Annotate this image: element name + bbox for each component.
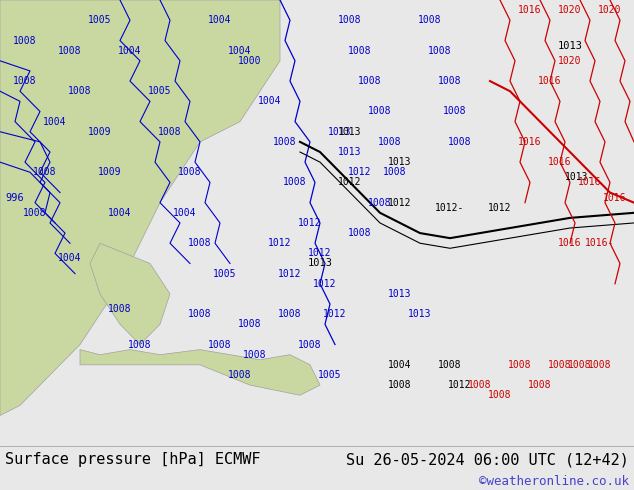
Text: ©weatheronline.co.uk: ©weatheronline.co.uk [479, 475, 629, 489]
Text: 1009: 1009 [98, 167, 122, 177]
Text: 1005: 1005 [318, 370, 342, 380]
Text: 1012: 1012 [313, 279, 337, 289]
Text: 1008: 1008 [273, 137, 297, 147]
Text: 1004: 1004 [388, 360, 411, 370]
Text: 1004: 1004 [228, 46, 252, 56]
Text: 1008: 1008 [378, 137, 402, 147]
Text: 1008: 1008 [448, 137, 472, 147]
Text: 1016-: 1016- [585, 238, 615, 248]
Text: 1012: 1012 [448, 380, 472, 390]
Text: 1012: 1012 [388, 197, 411, 208]
Text: 1012: 1012 [268, 238, 292, 248]
Text: 1008: 1008 [278, 309, 302, 319]
Text: 1012: 1012 [348, 167, 372, 177]
Text: 1008: 1008 [283, 177, 307, 187]
Text: 1008: 1008 [568, 360, 592, 370]
Text: 1008: 1008 [13, 76, 37, 86]
Text: 1008: 1008 [488, 390, 512, 400]
Text: 1013: 1013 [388, 157, 411, 167]
Text: Su 26-05-2024 06:00 UTC (12+42): Su 26-05-2024 06:00 UTC (12+42) [346, 452, 629, 467]
Text: 1008: 1008 [128, 340, 152, 349]
Text: 1020: 1020 [559, 5, 582, 15]
Text: 1004: 1004 [43, 117, 67, 126]
Text: 1008: 1008 [528, 380, 552, 390]
Text: 1016: 1016 [578, 177, 602, 187]
Text: 1009: 1009 [88, 127, 112, 137]
Text: 1013: 1013 [339, 147, 362, 157]
Text: 1008: 1008 [158, 127, 182, 137]
Text: 1013: 1013 [328, 127, 352, 137]
Text: 1016: 1016 [603, 193, 627, 202]
Text: 1013: 1013 [408, 309, 432, 319]
Text: 1008: 1008 [368, 106, 392, 117]
Text: 1008: 1008 [469, 380, 492, 390]
Text: 1013: 1013 [388, 289, 411, 299]
Text: 1016: 1016 [518, 5, 541, 15]
Text: 1008: 1008 [588, 360, 612, 370]
Text: 1008: 1008 [243, 350, 267, 360]
Text: 1008: 1008 [13, 36, 37, 46]
Text: 1008: 1008 [388, 380, 411, 390]
Text: 1012: 1012 [308, 248, 332, 258]
Text: 1008: 1008 [358, 76, 382, 86]
Text: 1012: 1012 [298, 218, 321, 228]
Text: 1005: 1005 [213, 269, 236, 279]
Text: 1008: 1008 [339, 15, 362, 25]
Text: 1004: 1004 [208, 15, 232, 25]
Text: 1008: 1008 [348, 46, 372, 56]
Text: 1008: 1008 [348, 228, 372, 238]
Text: 1016: 1016 [518, 137, 541, 147]
Text: 1008: 1008 [443, 106, 467, 117]
Text: 1008: 1008 [178, 167, 202, 177]
Text: 1012: 1012 [339, 177, 362, 187]
Text: 1008: 1008 [438, 76, 462, 86]
Text: 1008: 1008 [208, 340, 232, 349]
Text: 1016: 1016 [559, 238, 582, 248]
Text: 1013: 1013 [339, 127, 362, 137]
Text: 1004: 1004 [258, 97, 281, 106]
Text: 1008: 1008 [188, 309, 212, 319]
Text: 1008: 1008 [368, 197, 392, 208]
Text: 1004: 1004 [58, 253, 82, 264]
Text: 1008: 1008 [188, 238, 212, 248]
Text: 1004: 1004 [119, 46, 142, 56]
Text: 1008: 1008 [508, 360, 532, 370]
Text: Surface pressure [hPa] ECMWF: Surface pressure [hPa] ECMWF [5, 452, 261, 467]
Text: 1013-: 1013- [566, 172, 595, 182]
Text: 1000: 1000 [238, 56, 262, 66]
Text: 1008: 1008 [58, 46, 82, 56]
Text: 1016: 1016 [548, 157, 572, 167]
Text: 1004: 1004 [173, 208, 197, 218]
Text: 1012-: 1012- [436, 203, 465, 213]
Text: 1008: 1008 [438, 360, 462, 370]
Text: 1005: 1005 [88, 15, 112, 25]
Text: 1013: 1013 [557, 41, 583, 50]
Text: 1012: 1012 [278, 269, 302, 279]
Text: 996: 996 [6, 193, 24, 202]
Text: 1008: 1008 [33, 167, 57, 177]
Text: 1016: 1016 [538, 76, 562, 86]
Text: 1020: 1020 [598, 5, 622, 15]
Text: 1013: 1013 [307, 259, 332, 269]
Text: 1004: 1004 [108, 208, 132, 218]
Text: 1008: 1008 [238, 319, 262, 329]
Text: 1012: 1012 [323, 309, 347, 319]
Text: 1008: 1008 [23, 208, 47, 218]
Text: 1005: 1005 [148, 86, 172, 96]
Text: 1008: 1008 [428, 46, 452, 56]
Text: 1008: 1008 [548, 360, 572, 370]
Text: 1008: 1008 [228, 370, 252, 380]
Text: 1020: 1020 [559, 56, 582, 66]
Text: 1008: 1008 [108, 304, 132, 314]
Text: 1008: 1008 [298, 340, 321, 349]
Text: 1008: 1008 [383, 167, 407, 177]
Text: 1012: 1012 [488, 203, 512, 213]
Text: 1008: 1008 [68, 86, 92, 96]
Text: 1008: 1008 [418, 15, 442, 25]
